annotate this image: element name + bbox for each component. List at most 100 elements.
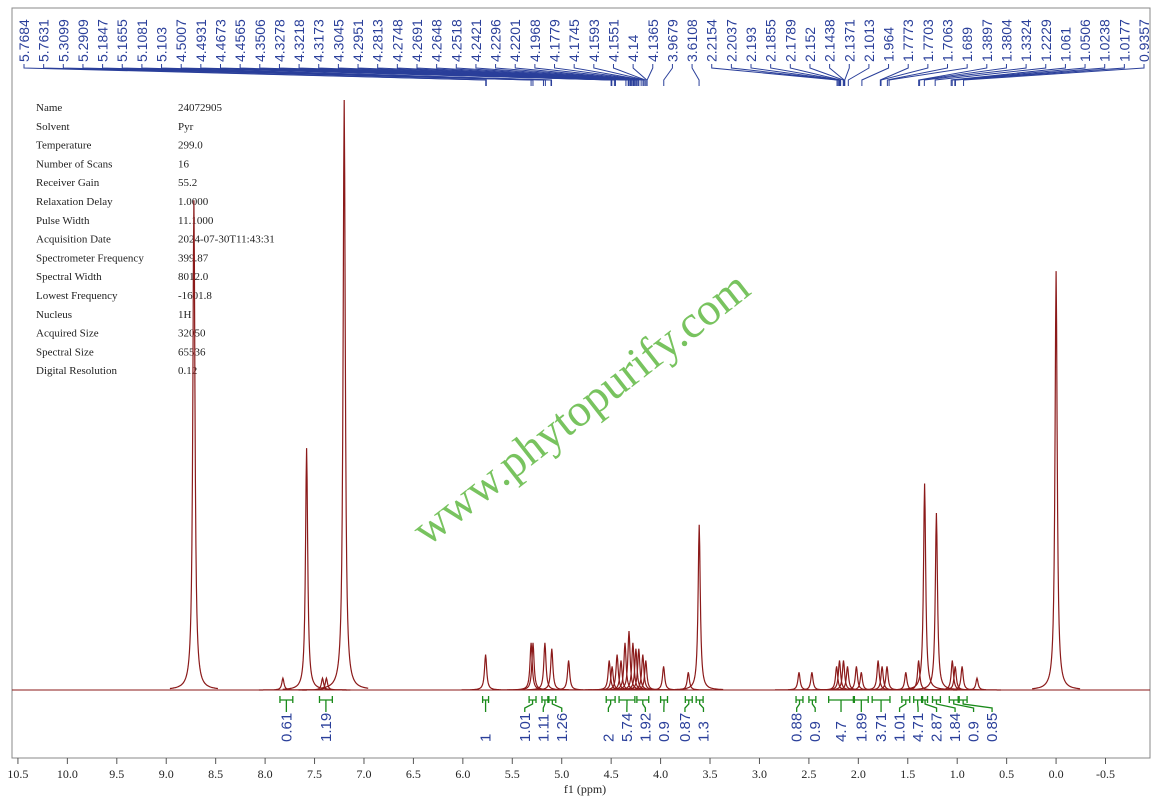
peak-label: 2.1855 xyxy=(763,19,779,62)
peak-label: 2.152 xyxy=(802,27,818,62)
peak xyxy=(1031,271,1081,690)
peak-label: 5.7684 xyxy=(16,19,32,62)
x-tick-label: 9.5 xyxy=(109,767,124,781)
integral-label: 0.61 xyxy=(278,713,295,742)
param-name: Spectral Width xyxy=(36,271,102,283)
param-name: Lowest Frequency xyxy=(36,290,118,302)
peak-label: 1.7063 xyxy=(940,19,956,62)
param-value: 24072905 xyxy=(178,102,223,114)
integral-bracket xyxy=(948,696,975,712)
integral-bracket xyxy=(318,696,333,712)
peak-connector xyxy=(730,64,839,86)
integral-label: 0.85 xyxy=(984,713,1001,742)
peak xyxy=(461,654,510,691)
integral-bracket xyxy=(808,696,817,712)
peak-connector xyxy=(880,64,929,86)
peak-connector xyxy=(436,64,635,86)
peak-connector xyxy=(646,64,654,86)
x-tick-label: 9.0 xyxy=(159,767,174,781)
param-name: Number of Scans xyxy=(36,158,112,170)
x-tick-label: 5.5 xyxy=(505,767,520,781)
peak-label: 4.3173 xyxy=(311,19,327,62)
integral-label: 1.01 xyxy=(892,713,909,742)
peak xyxy=(912,512,961,691)
integral-bracket xyxy=(898,696,911,712)
peak xyxy=(894,660,943,691)
integral-label: 1 xyxy=(478,734,495,742)
integral-label: 1.84 xyxy=(947,713,964,742)
integral-label: 4.71 xyxy=(910,713,927,742)
peak-label: 1.964 xyxy=(881,27,897,62)
param-value: 55.2 xyxy=(178,177,197,189)
peak-label: 4.1779 xyxy=(547,19,563,62)
peak-connector xyxy=(918,64,988,86)
x-tick-label: 4.0 xyxy=(653,767,668,781)
peak xyxy=(938,666,987,691)
peak-label: 1.0177 xyxy=(1116,19,1132,62)
integral-bracket xyxy=(684,696,693,712)
x-tick-label: 1.5 xyxy=(900,767,915,781)
peak-label: 4.2201 xyxy=(507,19,523,62)
peak-label: 1.7773 xyxy=(900,19,916,62)
peak-label: 1.0506 xyxy=(1077,19,1093,62)
peak-connector xyxy=(954,64,1125,86)
integral-bracket xyxy=(636,696,650,712)
param-value: 32050 xyxy=(178,328,206,340)
peak-connector xyxy=(954,64,1106,86)
peak-connector xyxy=(663,64,673,86)
integral-bracket xyxy=(913,696,923,712)
x-tick-label: 3.0 xyxy=(752,767,767,781)
integral-bracket xyxy=(605,696,616,712)
peak-label: 4.3278 xyxy=(271,19,287,62)
integral-label: 1.19 xyxy=(318,713,335,742)
param-value: 2024-07-30T11:43:31 xyxy=(178,234,275,246)
integral-label: 0.9 xyxy=(966,721,983,742)
peak-label: 1.0238 xyxy=(1097,19,1113,62)
peak-label: 2.1013 xyxy=(861,19,877,62)
peak-connector xyxy=(455,64,637,86)
x-tick-label: 2.5 xyxy=(801,767,816,781)
param-name: Solvent xyxy=(36,121,70,133)
peak-label: 4.2951 xyxy=(350,19,366,62)
x-axis-label: f1 (ppm) xyxy=(564,782,606,796)
x-tick-label: 10.5 xyxy=(7,767,28,781)
peak-connector xyxy=(879,64,909,86)
integral-bracket xyxy=(828,696,855,712)
param-name: Pulse Width xyxy=(36,215,90,227)
x-tick-label: 1.0 xyxy=(950,767,965,781)
x-tick-label: 8.5 xyxy=(208,767,223,781)
integral-label: 0.88 xyxy=(789,713,806,742)
x-tick-label: 8.0 xyxy=(258,767,273,781)
peak-label: 4.5007 xyxy=(173,19,189,62)
integral-bracket xyxy=(524,696,537,712)
peak-label: 4.14 xyxy=(625,35,641,62)
peak-label: 5.3099 xyxy=(55,19,71,62)
peak-label: 4.1365 xyxy=(645,19,661,62)
peak-label: 5.103 xyxy=(154,27,170,62)
param-value: 1H xyxy=(178,309,192,321)
peak xyxy=(282,448,331,690)
peak-label: 3.9679 xyxy=(664,19,680,62)
x-tick-label: -0.5 xyxy=(1096,767,1115,781)
integral-bracket xyxy=(481,696,490,712)
peak-label: 4.1745 xyxy=(566,19,582,62)
x-tick-label: 6.0 xyxy=(455,767,470,781)
param-name: Spectrometer Frequency xyxy=(36,252,144,264)
peak xyxy=(775,672,823,691)
integral-label: 2 xyxy=(600,734,617,742)
peak-connector xyxy=(770,64,841,86)
integral-bracket xyxy=(871,696,891,712)
integral-label: 0.9 xyxy=(656,721,673,742)
param-name: Acquisition Date xyxy=(36,234,111,246)
peak-label: 2.1789 xyxy=(782,19,798,62)
integral-label: 1.3 xyxy=(695,721,712,742)
peak-label: 2.193 xyxy=(743,27,759,62)
param-name: Receiver Gain xyxy=(36,177,100,189)
peak-label: 4.4565 xyxy=(232,19,248,62)
peak-connector xyxy=(495,64,639,86)
peak xyxy=(953,676,1001,691)
peak-label: 1.061 xyxy=(1057,27,1073,62)
integral-label: 1.11 xyxy=(535,714,552,742)
peak-connector xyxy=(951,64,1086,86)
peak-label: 4.1968 xyxy=(527,19,543,62)
